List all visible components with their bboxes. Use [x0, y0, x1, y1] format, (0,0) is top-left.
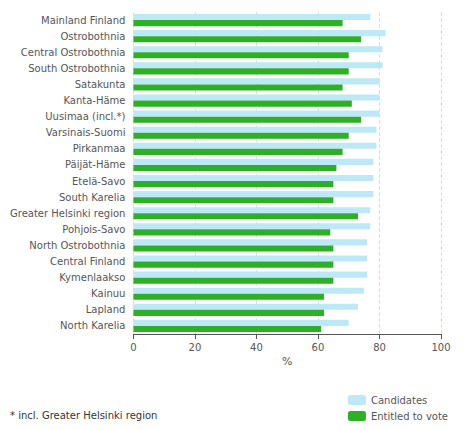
svg-text:%: % [282, 355, 292, 368]
svg-text:100: 100 [431, 342, 450, 353]
svg-text:North Ostrobothnia: North Ostrobothnia [29, 240, 125, 251]
svg-text:0: 0 [130, 342, 136, 353]
svg-text:40: 40 [250, 342, 263, 353]
svg-text:South Karelia: South Karelia [59, 192, 125, 203]
svg-text:60: 60 [312, 342, 325, 353]
svg-text:Mainland Finland: Mainland Finland [41, 15, 125, 26]
svg-text:20: 20 [189, 342, 202, 353]
svg-text:Päijät-Häme: Päijät-Häme [65, 159, 125, 170]
svg-text:Uusimaa (incl.*): Uusimaa (incl.*) [45, 111, 125, 122]
svg-text:Entitled to vote: Entitled to vote [371, 411, 448, 422]
svg-text:Kainuu: Kainuu [91, 288, 125, 299]
svg-text:Pirkanmaa: Pirkanmaa [73, 143, 126, 154]
svg-text:Varsinais-Suomi: Varsinais-Suomi [46, 127, 126, 138]
svg-text:Greater Helsinki region: Greater Helsinki region [10, 208, 125, 219]
svg-text:Etelä-Savo: Etelä-Savo [72, 176, 125, 187]
svg-text:Kymenlaakso: Kymenlaakso [59, 272, 125, 283]
svg-text:Kanta-Häme: Kanta-Häme [63, 95, 125, 106]
svg-text:Ostrobothnia: Ostrobothnia [60, 31, 125, 42]
svg-text:80: 80 [373, 342, 386, 353]
svg-text:* incl. Greater Helsinki regio: * incl. Greater Helsinki region [10, 410, 157, 421]
svg-text:North Karelia: North Karelia [60, 320, 125, 331]
svg-text:Central Ostrobothnia: Central Ostrobothnia [21, 47, 126, 58]
svg-text:Candidates: Candidates [371, 395, 427, 406]
svg-text:Lapland: Lapland [86, 304, 126, 315]
svg-text:South Ostrobothnia: South Ostrobothnia [28, 63, 125, 74]
svg-text:Central Finland: Central Finland [50, 256, 125, 267]
svg-text:Pohjois-Savo: Pohjois-Savo [62, 224, 125, 235]
svg-text:Satakunta: Satakunta [75, 79, 126, 90]
